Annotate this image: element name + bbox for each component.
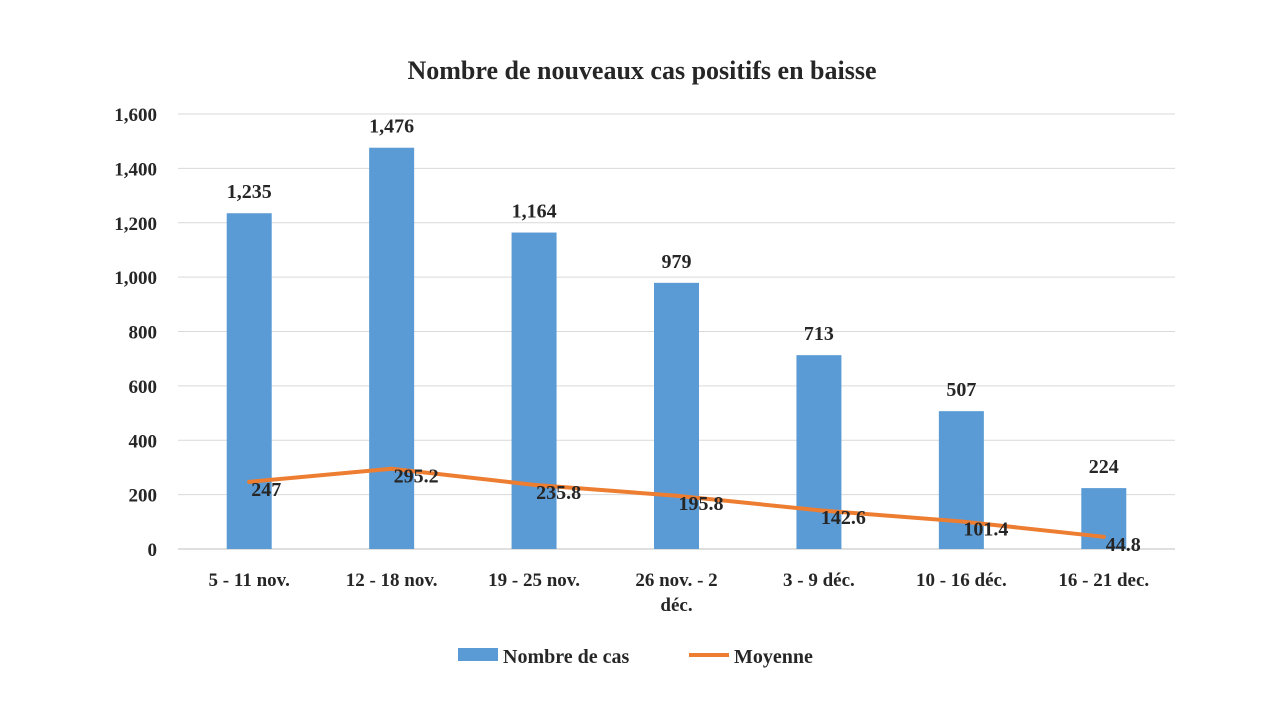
legend-label-bar: Nombre de cas xyxy=(503,646,629,668)
bar xyxy=(938,411,984,549)
line-data-label: 142.6 xyxy=(821,507,866,529)
bar-data-label: 1,476 xyxy=(369,116,414,138)
x-tick-label: 3 - 9 déc. xyxy=(783,570,855,591)
line-point xyxy=(674,493,679,498)
bar xyxy=(796,355,842,549)
y-tick-label: 0 xyxy=(148,540,158,561)
bar-data-label: 1,164 xyxy=(512,201,557,223)
line-point xyxy=(959,519,964,524)
x-tick-label: 19 - 25 nov. xyxy=(488,570,580,591)
x-tick-label: déc. xyxy=(660,595,692,616)
line-data-label: 247 xyxy=(251,479,281,501)
x-tick-label: 5 - 11 nov. xyxy=(209,570,290,591)
line-data-label: 101.4 xyxy=(963,518,1008,540)
bar xyxy=(511,232,557,549)
bar-data-label: 979 xyxy=(662,251,692,273)
labels-layer: 0 200 400 600 800 1,000 1,200 1,400 1,600 1,235 1,… xyxy=(114,105,1149,616)
line-point xyxy=(532,482,537,487)
y-tick-label: 200 xyxy=(129,486,158,507)
line-layer xyxy=(247,466,1106,539)
x-tick-label: 16 - 21 dec. xyxy=(1058,570,1149,591)
y-tick-label: 1,400 xyxy=(114,159,157,180)
legend-label-line: Moyenne xyxy=(734,646,813,668)
y-tick-label: 800 xyxy=(129,323,158,344)
bar-data-label: 1,235 xyxy=(227,181,272,203)
y-tick-label: 1,600 xyxy=(114,105,157,126)
x-tick-label: 10 - 16 déc. xyxy=(916,570,1007,591)
x-tick-label: 12 - 18 nov. xyxy=(346,570,438,591)
y-tick-label: 1,200 xyxy=(114,214,157,235)
chart-title: Nombre de nouveaux cas positifs en baiss… xyxy=(407,56,876,85)
line-point xyxy=(816,508,821,513)
bar xyxy=(654,282,699,549)
line-data-label: 195.8 xyxy=(679,493,724,515)
bar xyxy=(226,213,272,549)
line-point xyxy=(1101,534,1106,539)
line-data-label: 44.8 xyxy=(1106,534,1141,556)
y-tick-label: 600 xyxy=(129,377,158,398)
bar-data-label: 713 xyxy=(804,323,834,345)
x-tick-label: 26 nov. - 2 xyxy=(635,570,717,591)
line-data-label: 235.8 xyxy=(536,482,581,504)
bar-data-label: 224 xyxy=(1089,456,1119,478)
bars-layer xyxy=(226,147,1127,549)
bar xyxy=(1081,488,1127,549)
bar xyxy=(369,147,415,549)
y-tick-label: 400 xyxy=(129,431,158,452)
line-point xyxy=(389,466,394,471)
bar-data-label: 507 xyxy=(946,379,976,401)
legend-swatch-bar xyxy=(458,648,498,661)
y-tick-label: 1,000 xyxy=(114,268,157,289)
line-data-label: 295.2 xyxy=(394,466,439,488)
legend: Nombre de cas Moyenne xyxy=(458,646,813,668)
line-point xyxy=(247,479,252,484)
